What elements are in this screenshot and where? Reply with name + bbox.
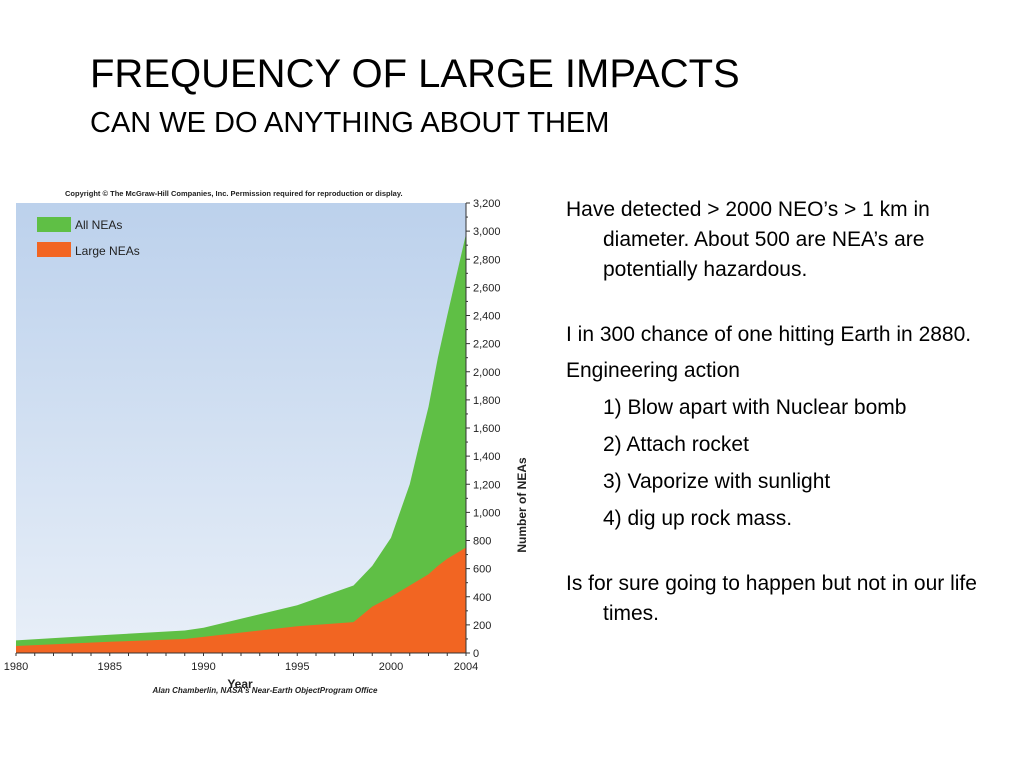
chart-copyright: Copyright © The McGraw-Hill Companies, I… <box>65 189 403 198</box>
area-series-large-neas <box>16 547 466 653</box>
y-tick-label: 2,400 <box>473 311 501 323</box>
y-axis-title: Number of NEAs <box>515 457 529 553</box>
bullet-engineering-action: Engineering action <box>566 359 740 382</box>
sub-bullet-attach-rocket: 2) Attach rocket <box>603 433 749 456</box>
legend-label-all-neas: All NEAs <box>75 218 122 232</box>
y-tick-label: 2,600 <box>473 282 501 294</box>
y-tick-label: 400 <box>473 592 491 604</box>
bullet-chance-of-hit: I in 300 chance of one hitting Earth in … <box>566 323 972 346</box>
x-tick-label: 1985 <box>98 661 122 673</box>
y-tick-label: 600 <box>473 564 491 576</box>
legend: All NEAs Large NEAs <box>37 217 140 258</box>
sub-bullet-nuclear-bomb: 1) Blow apart with Nuclear bomb <box>603 396 907 419</box>
y-tick-label: 200 <box>473 620 491 632</box>
bullet-detected-neos: Have detected > 2000 NEO’s > 1 km in dia… <box>566 198 930 281</box>
y-tick-label: 2,000 <box>473 367 501 379</box>
chart-credit: Alan Chamberlin, NASA's Near-Earth Objec… <box>152 686 378 695</box>
sub-bullet-vaporize: 3) Vaporize with sunlight <box>603 470 831 493</box>
y-tick-label: 0 <box>473 648 479 660</box>
x-tick-label: 1995 <box>285 661 309 673</box>
y-tick-label: 800 <box>473 536 491 548</box>
legend-label-large-neas: Large NEAs <box>75 244 140 258</box>
x-tick-label: 2004 <box>454 661 478 673</box>
slide-subtitle: CAN WE DO ANYTHING ABOUT THEM <box>90 107 610 139</box>
x-tick-label: 1980 <box>4 661 28 673</box>
y-tick-label: 1,000 <box>473 507 501 519</box>
y-tick-label: 1,400 <box>473 451 501 463</box>
nea-area-chart: Copyright © The McGraw-Hill Companies, I… <box>4 189 529 695</box>
bullet-list: Have detected > 2000 NEO’s > 1 km in dia… <box>566 195 1016 629</box>
y-tick-label: 2,200 <box>473 339 501 351</box>
y-tick-label: 1,600 <box>473 423 501 435</box>
y-tick-label: 2,800 <box>473 254 501 266</box>
x-axis-title: Year <box>227 677 253 691</box>
legend-swatch-all-neas <box>37 217 71 232</box>
x-tick-label: 1990 <box>191 661 215 673</box>
x-tick-label: 2000 <box>379 661 403 673</box>
y-tick-label: 1,200 <box>473 479 501 491</box>
legend-swatch-large-neas <box>37 242 71 257</box>
y-tick-label: 3,000 <box>473 226 501 238</box>
y-tick-label: 1,800 <box>473 395 501 407</box>
bullet-will-happen: Is for sure going to happen but not in o… <box>566 572 977 625</box>
sub-bullet-dig-up-rock: 4) dig up rock mass. <box>603 507 793 530</box>
slide-title: FREQUENCY OF LARGE IMPACTS <box>90 52 740 96</box>
y-tick-label: 3,200 <box>473 198 501 210</box>
